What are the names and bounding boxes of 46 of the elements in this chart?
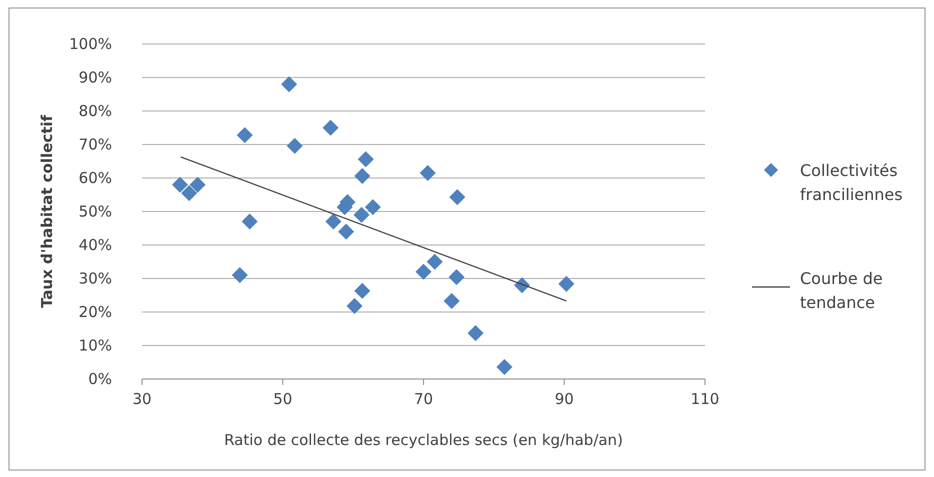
x-tick-label: 70: [414, 390, 434, 408]
point: [236, 127, 253, 144]
x-tick-label: 30: [132, 390, 152, 408]
point: [281, 76, 298, 92]
point: [286, 138, 303, 154]
point: [346, 298, 363, 314]
y-tick-label: 90%: [78, 68, 112, 86]
y-tick-label: 30%: [78, 270, 112, 288]
point: [496, 358, 512, 375]
y-tick-label: 80%: [78, 102, 112, 120]
point: [181, 185, 198, 202]
y-tick-label: 60%: [78, 169, 112, 187]
point: [364, 199, 381, 216]
y-tick-label: 50%: [78, 202, 112, 220]
point: [449, 189, 466, 206]
x-tick-label: 110: [690, 390, 720, 408]
point: [358, 151, 374, 168]
x-axis-title: Ratio de collecte des recyclables secs (en kg/hab/an): [224, 431, 623, 449]
y-tick-label: 20%: [78, 303, 112, 321]
y-tick-label: 40%: [78, 236, 112, 254]
point: [172, 176, 188, 193]
x-tick-label: 50: [273, 390, 292, 408]
point: [448, 269, 465, 286]
point: [426, 254, 443, 270]
point: [354, 282, 370, 299]
legend-label: Collectivités franciliennes: [800, 161, 903, 204]
point: [354, 168, 370, 184]
point: [190, 176, 206, 193]
point: [242, 214, 258, 230]
legend-label: Courbe de tendance: [800, 269, 883, 312]
y-tick-label: 10%: [78, 336, 112, 354]
point: [325, 214, 342, 230]
point: [322, 120, 339, 136]
point: [468, 325, 484, 342]
point: [444, 292, 460, 309]
point: [420, 164, 436, 181]
point: [558, 276, 574, 292]
y-tick-label: 100%: [69, 35, 112, 53]
point: [354, 206, 370, 223]
point: [416, 264, 432, 280]
point: [232, 267, 248, 284]
x-tick-label: 90: [554, 390, 574, 408]
y-tick-label: 70%: [78, 136, 112, 154]
y-axis-title: Taux d'habitat collectif: [38, 114, 56, 308]
point: [338, 224, 354, 240]
y-tick-label: 0%: [88, 370, 112, 388]
